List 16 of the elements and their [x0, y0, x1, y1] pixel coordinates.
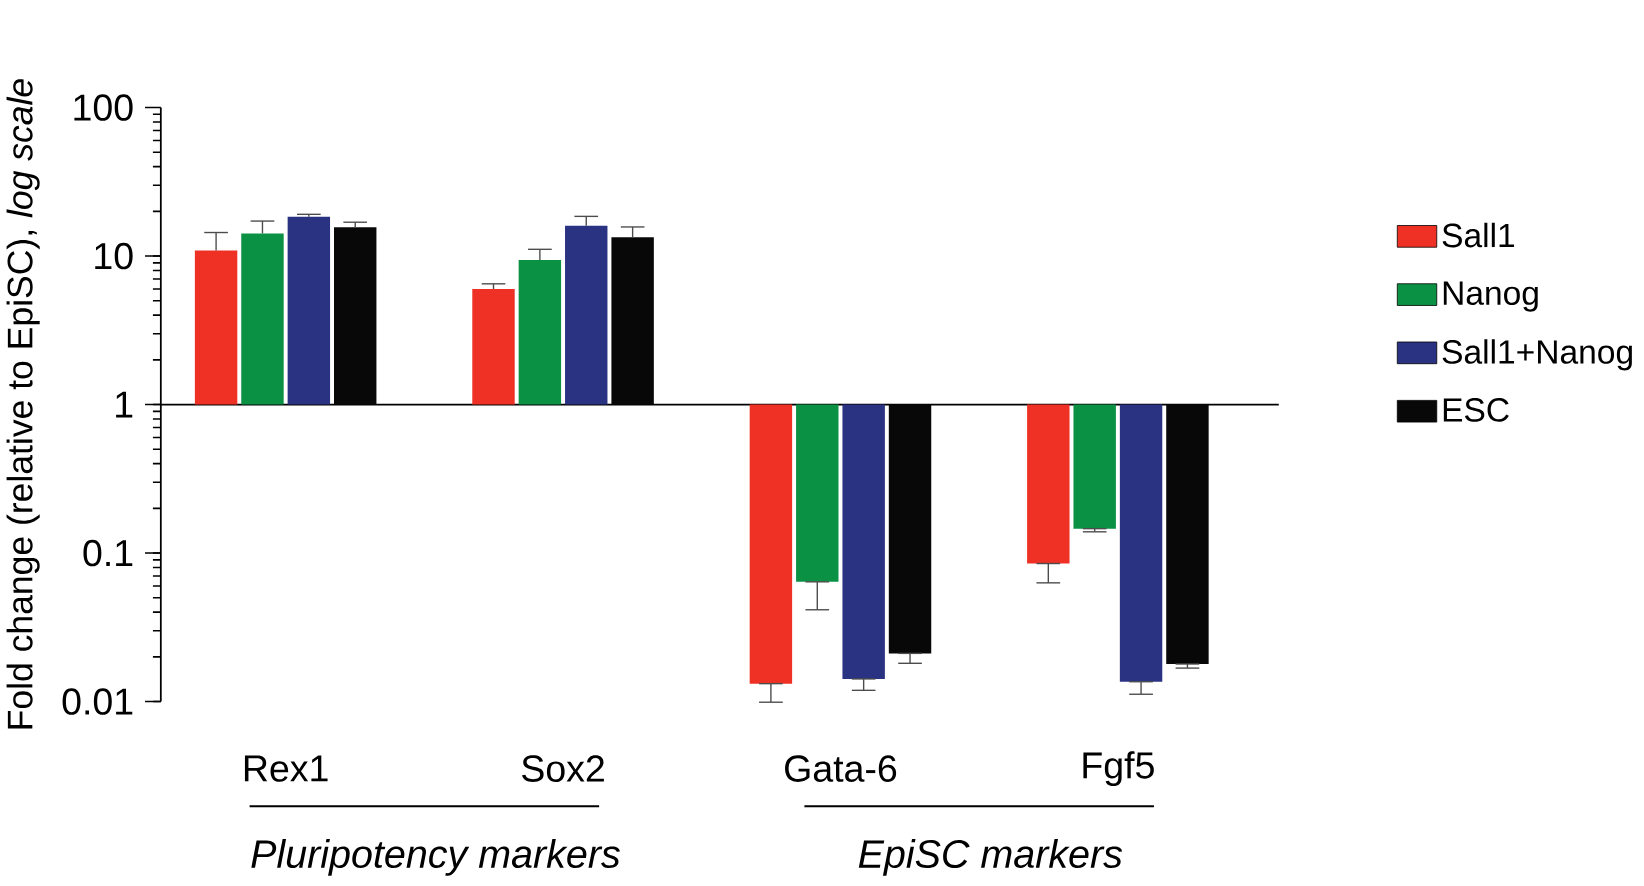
y-tick-label: 100 [74, 94, 133, 121]
legend-label: Sall1 [1442, 222, 1515, 248]
y-tick-label: 0.1 [83, 539, 133, 567]
text: Pluripotency markers [251, 839, 620, 876]
y-axis-title: Fold change (relative to EpiSC), log scale [6, 79, 40, 729]
y-tick-label: 10 [95, 242, 133, 270]
x-tick-label: Fgf5 [1083, 751, 1154, 787]
legend-label: ESC [1443, 398, 1509, 422]
text: EpiSC markers [858, 839, 1123, 876]
x-tick-label: Gata-6 [785, 755, 897, 782]
y-tick-label: 1 [116, 391, 133, 418]
legend-label: Sall1+Nanog [1442, 339, 1632, 371]
legend-label: Nanog [1443, 281, 1538, 312]
x-tick-label: Rex1 [244, 755, 328, 782]
x-tick-label: Sox2 [522, 755, 604, 782]
y-tick-label: 0.01 [62, 688, 133, 715]
